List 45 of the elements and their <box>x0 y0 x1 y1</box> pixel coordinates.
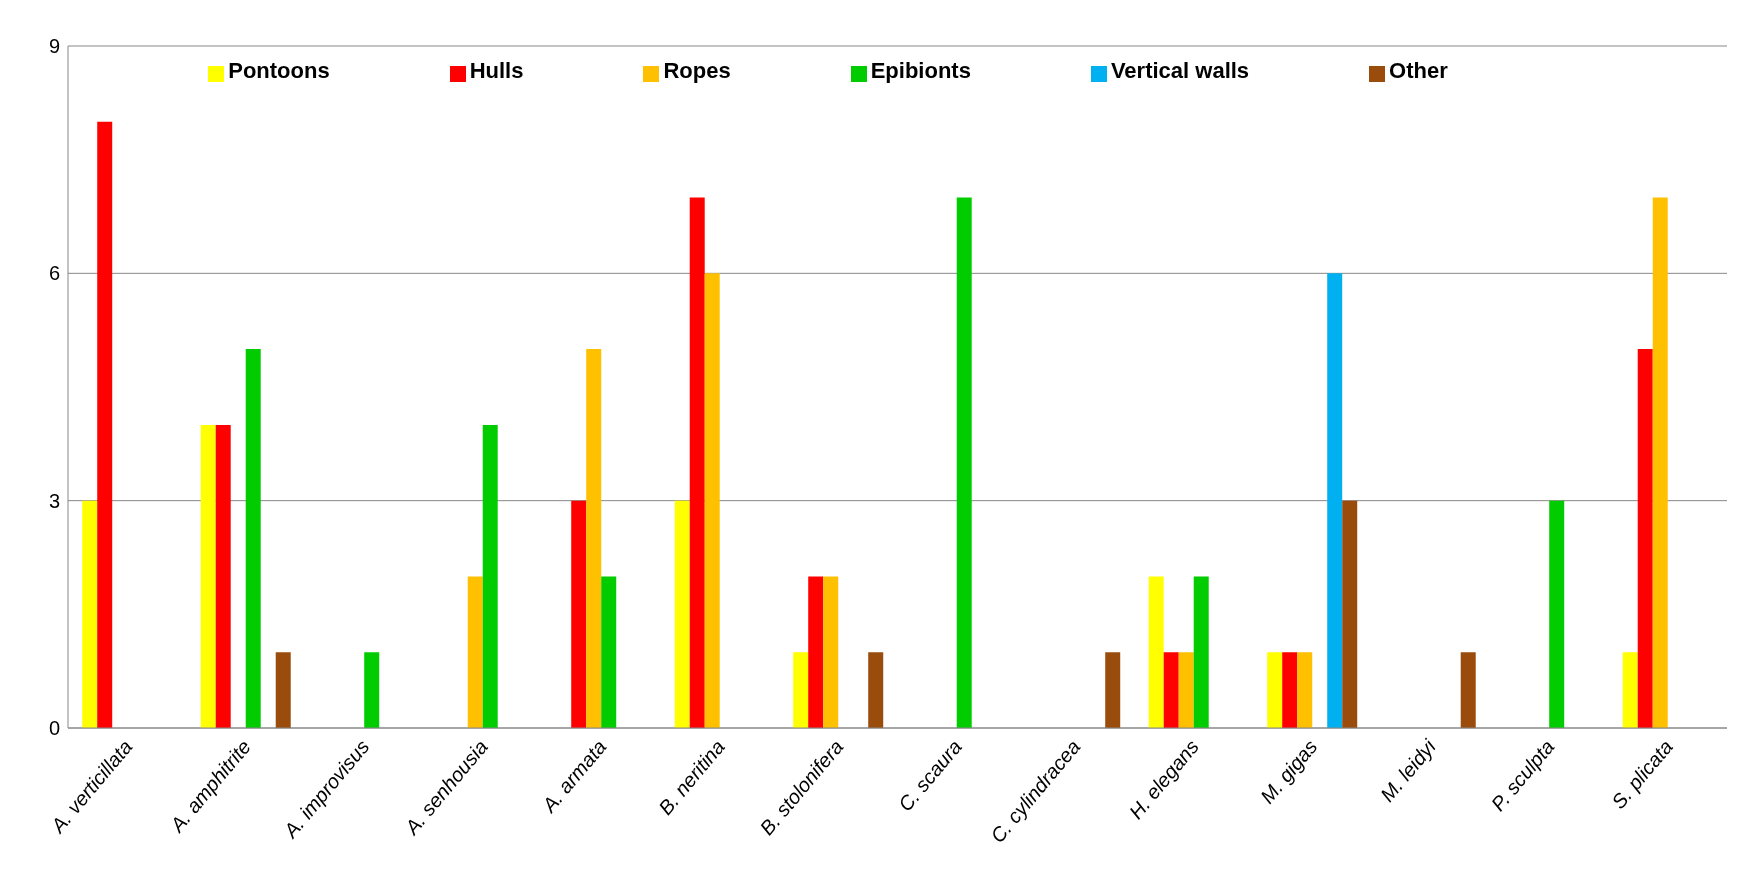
bar <box>868 652 884 728</box>
bar <box>586 349 602 728</box>
bar <box>1178 652 1194 728</box>
bar <box>1637 349 1653 728</box>
bar <box>704 273 720 728</box>
bar <box>245 349 261 728</box>
bar <box>571 500 587 728</box>
legend-label: Epibionts <box>870 58 971 83</box>
bar <box>200 424 216 728</box>
bar <box>1282 652 1298 728</box>
bar <box>674 500 690 728</box>
bar <box>364 652 380 728</box>
bar <box>1652 197 1668 728</box>
bar <box>793 652 809 728</box>
bar <box>823 576 839 728</box>
bar <box>467 576 483 728</box>
bar <box>97 121 113 728</box>
bar <box>275 652 291 728</box>
y-tick-label: 3 <box>48 489 60 512</box>
bar <box>1105 652 1121 728</box>
bar <box>1267 652 1283 728</box>
bar <box>1193 576 1209 728</box>
bar <box>482 424 498 728</box>
bar <box>1342 500 1358 728</box>
bar <box>689 197 705 728</box>
bar <box>215 424 231 728</box>
bar <box>1622 652 1638 728</box>
legend-label: Hulls <box>469 58 524 83</box>
bar <box>1327 273 1343 728</box>
legend-label: Ropes <box>663 58 731 83</box>
bar <box>1549 500 1565 728</box>
y-tick-label: 9 <box>48 35 60 58</box>
bar <box>1163 652 1179 728</box>
bar <box>956 197 972 728</box>
legend-label: Other <box>1389 58 1448 83</box>
y-tick-label: 6 <box>48 262 60 285</box>
bar <box>1148 576 1164 728</box>
bar <box>601 576 617 728</box>
y-tick-label: 0 <box>48 717 60 740</box>
bar <box>82 500 98 728</box>
bar <box>1297 652 1313 728</box>
legend-label: Pontoons <box>228 58 330 83</box>
bar <box>1460 652 1476 728</box>
bar <box>808 576 824 728</box>
legend-label: Vertical walls <box>1110 58 1250 83</box>
